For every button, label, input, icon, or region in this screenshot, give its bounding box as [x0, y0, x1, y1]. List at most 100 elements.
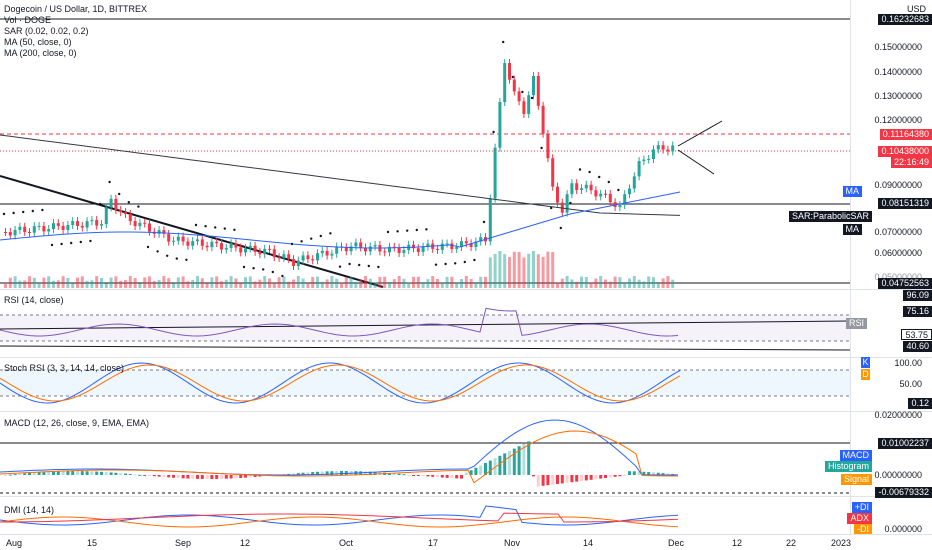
volume-bar: [594, 278, 598, 288]
macd-histogram-bar: [4, 475, 7, 476]
macd-histogram-bar: [594, 475, 598, 480]
dmi-legend[interactable]: DMI (14, 14): [4, 505, 55, 515]
sar-badge[interactable]: SAR:ParabolicSAR: [788, 211, 872, 222]
volume-bar: [450, 276, 454, 288]
macd-histogram-bar: [61, 471, 65, 475]
main-legend[interactable]: Dogecoin / US Dollar, 1D, BITTREX Vol · …: [4, 4, 147, 59]
macd-histogram-bar: [623, 475, 627, 476]
sar-dot: [89, 239, 92, 243]
volume-bar: [167, 278, 171, 288]
macd-histogram-bar: [464, 472, 468, 475]
volume-legend[interactable]: Vol · DOGE: [4, 15, 52, 25]
candle-body: [455, 246, 459, 250]
macd-legend[interactable]: MACD (12, 26, close, 9, EMA, EMA): [4, 418, 150, 428]
candle-body: [287, 254, 291, 260]
sar-legend[interactable]: SAR (0.02, 0.02, 0.2): [4, 26, 89, 36]
volume-bar: [292, 279, 295, 288]
plus-di-badge[interactable]: +DI: [851, 502, 872, 513]
macd-histogram-bar: [613, 475, 617, 477]
macd-histogram-bar: [498, 455, 502, 475]
pane-separator[interactable]: [0, 496, 932, 497]
sar-dot: [511, 75, 514, 79]
stoch-k-badge[interactable]: K: [861, 357, 870, 368]
sar-dot: [41, 208, 44, 212]
candle-body: [397, 247, 401, 254]
candle-body: [493, 147, 497, 199]
macd-histogram-bar: [239, 475, 243, 478]
candle-body: [335, 246, 339, 254]
candle-body: [599, 193, 603, 197]
projection-arrow: [677, 149, 715, 175]
adx-badge[interactable]: ADX: [847, 513, 872, 524]
volume-bar: [244, 277, 247, 288]
sar-dot: [50, 243, 54, 247]
volume-bar: [536, 254, 540, 288]
adx-line: [0, 512, 679, 523]
time-tick: 12: [731, 538, 743, 548]
candle-body: [32, 226, 36, 233]
histogram-badge[interactable]: Histogram: [824, 461, 872, 472]
candle-body: [450, 243, 454, 250]
macd-histogram-bar: [407, 474, 411, 476]
price-tick: 0.15000000: [874, 42, 922, 52]
ma50-badge[interactable]: MA: [842, 186, 862, 197]
candle-body: [263, 248, 267, 255]
rsi-badge[interactable]: RSI: [845, 318, 867, 329]
volume-bar: [85, 280, 89, 288]
minus-di-line: [0, 516, 679, 528]
ma200-badge[interactable]: MA: [842, 224, 862, 235]
volume-bar: [37, 283, 41, 288]
candle-body: [95, 220, 99, 226]
volume-bar: [191, 279, 195, 288]
macd-histogram-bar: [47, 471, 51, 475]
candle-body: [652, 149, 655, 159]
minus-di-badge[interactable]: -DI: [854, 524, 872, 535]
volume-bar: [330, 276, 334, 288]
volume-bar: [268, 278, 271, 288]
stoch-d-badge[interactable]: D: [861, 369, 870, 380]
trend-line: [0, 175, 384, 288]
pane-separator[interactable]: [0, 357, 932, 358]
price-tick: 0.06000000: [874, 248, 922, 258]
macd-histogram-bar: [426, 475, 430, 477]
candle-body: [23, 226, 27, 232]
macd-badge[interactable]: MACD: [839, 450, 872, 461]
candle-body: [632, 176, 636, 189]
volume-bar: [421, 282, 425, 288]
volume-bar: [61, 276, 65, 288]
volume-bar: [56, 280, 60, 288]
volume-bar: [402, 278, 406, 288]
sar-dot: [223, 227, 226, 230]
pane-separator[interactable]: [0, 411, 932, 412]
ma50-legend[interactable]: MA (50, close, 0): [4, 37, 72, 47]
volume-bar: [4, 284, 7, 288]
volume-bar: [234, 278, 238, 288]
signal-badge[interactable]: Signal: [840, 474, 872, 485]
macd-histogram-bar: [440, 475, 444, 478]
sar-dot: [473, 258, 476, 262]
volume-bar: [196, 276, 199, 288]
candle-body: [301, 255, 305, 261]
rsi-legend[interactable]: RSI (14, close): [4, 295, 64, 305]
macd-histogram-bar: [589, 475, 593, 480]
stoch-tick: 100.00: [894, 358, 922, 368]
stoch-rsi-legend[interactable]: Stoch RSI (3, 3, 14, 14, close): [4, 363, 125, 373]
pane-separator[interactable]: [0, 289, 932, 290]
candle-body: [282, 254, 286, 258]
projection-arrow: [677, 120, 723, 147]
volume-bar: [224, 279, 228, 288]
macd-histogram-bar: [205, 475, 209, 479]
candle-body: [71, 221, 75, 226]
macd-histogram-bar: [220, 475, 223, 479]
macd-histogram-bar: [445, 475, 449, 478]
volume-bar: [469, 279, 473, 288]
ma200-legend[interactable]: MA (200, close, 0): [4, 48, 77, 58]
volume-bar: [440, 282, 444, 288]
sar-dot: [502, 40, 505, 44]
volume-bar: [512, 251, 516, 288]
candle-body: [148, 223, 151, 232]
macd-histogram-bar: [191, 475, 195, 479]
sar-dot: [146, 245, 150, 249]
symbol-title[interactable]: Dogecoin / US Dollar, 1D, BITTREX: [4, 4, 148, 14]
